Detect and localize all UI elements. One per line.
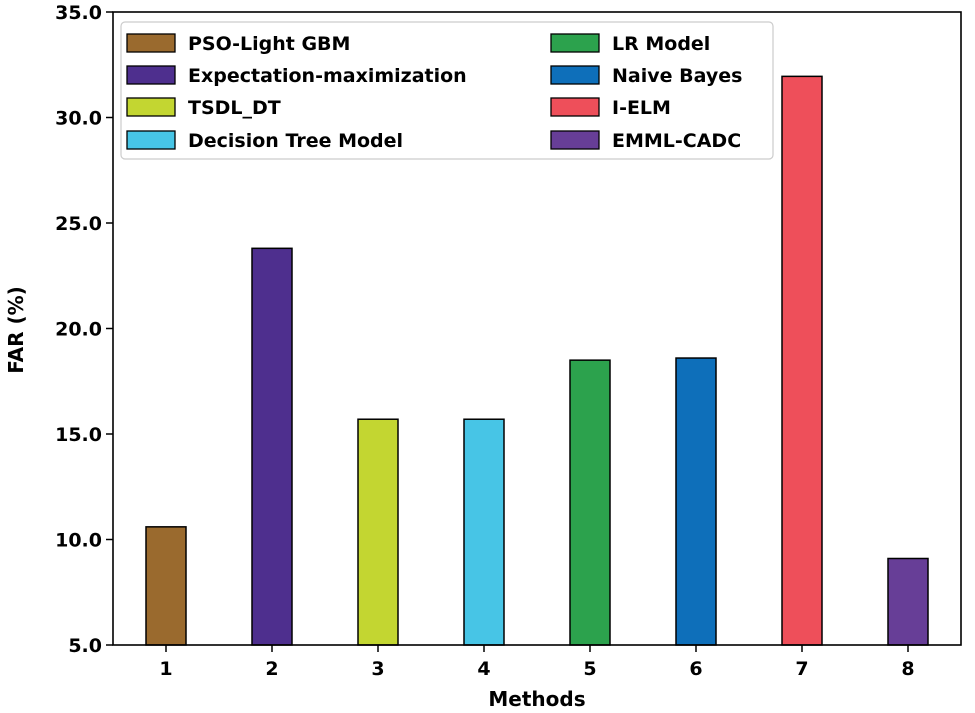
bar-8 bbox=[887, 557, 929, 646]
bar-3 bbox=[357, 418, 399, 646]
x-tick-label: 1 bbox=[159, 658, 172, 680]
legend-swatch bbox=[550, 97, 600, 117]
legend-label: LR Model bbox=[612, 33, 710, 55]
x-tick-label: 3 bbox=[371, 658, 384, 680]
legend-swatch bbox=[550, 33, 600, 53]
legend-label: EMML-CADC bbox=[612, 130, 741, 152]
legend-swatch bbox=[550, 65, 600, 85]
x-tick-label: 7 bbox=[795, 658, 808, 680]
y-tick-label: 25.0 bbox=[55, 213, 102, 235]
y-tick-label: 5.0 bbox=[68, 635, 102, 657]
legend-swatch bbox=[126, 130, 176, 150]
legend-swatch bbox=[126, 97, 176, 117]
x-tick-label: 8 bbox=[901, 658, 914, 680]
bar-7 bbox=[781, 75, 823, 646]
x-tick-label: 2 bbox=[265, 658, 278, 680]
y-axis: 5.0 10.0 15.0 20.0 25.0 30.0 35.0 bbox=[55, 2, 113, 657]
legend-label: Expectation-maximization bbox=[188, 65, 467, 87]
legend: PSO-Light GBM Expectation-maximization TSD… bbox=[120, 21, 774, 160]
legend-label: PSO-Light GBM bbox=[188, 33, 350, 55]
legend-swatch bbox=[126, 65, 176, 85]
bar-6 bbox=[675, 357, 717, 646]
legend-swatch bbox=[550, 130, 600, 150]
legend-box bbox=[120, 21, 774, 160]
y-tick-label: 35.0 bbox=[55, 2, 102, 24]
x-tick-label: 5 bbox=[583, 658, 596, 680]
bar-5 bbox=[569, 359, 611, 646]
legend-label: TSDL_DT bbox=[188, 97, 281, 119]
legend-swatch bbox=[126, 33, 176, 53]
legend-label: Decision Tree Model bbox=[188, 130, 403, 152]
y-tick-label: 15.0 bbox=[55, 424, 102, 446]
y-axis-title: FAR (%) bbox=[4, 286, 28, 374]
x-tick-label: 4 bbox=[477, 658, 490, 680]
bar-4 bbox=[463, 418, 505, 646]
x-axis: 1 2 3 4 5 6 7 8 bbox=[159, 645, 915, 680]
bar-2 bbox=[251, 247, 293, 646]
plot-frame bbox=[112, 11, 962, 646]
legend-label: Naive Bayes bbox=[612, 65, 742, 87]
bar-1 bbox=[145, 526, 187, 646]
y-tick-label: 20.0 bbox=[55, 319, 102, 341]
legend-label: I-ELM bbox=[612, 97, 671, 119]
y-tick-label: 10.0 bbox=[55, 530, 102, 552]
bars bbox=[145, 75, 929, 646]
x-axis-title: Methods bbox=[488, 687, 585, 711]
x-tick-label: 6 bbox=[689, 658, 702, 680]
y-tick-label: 30.0 bbox=[55, 108, 102, 130]
